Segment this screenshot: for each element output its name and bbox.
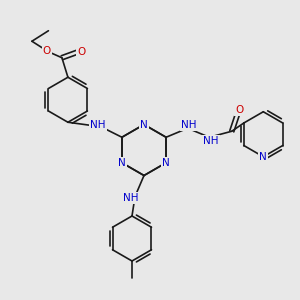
Text: N: N	[162, 158, 170, 168]
Text: O: O	[235, 105, 243, 115]
Text: O: O	[77, 47, 86, 57]
Text: NH: NH	[182, 120, 197, 130]
Text: NH: NH	[123, 193, 138, 203]
Text: NH: NH	[203, 136, 218, 146]
Text: NH: NH	[90, 120, 106, 130]
Text: N: N	[118, 158, 126, 168]
Text: N: N	[260, 152, 267, 162]
Text: O: O	[43, 46, 51, 56]
Text: N: N	[140, 119, 148, 130]
